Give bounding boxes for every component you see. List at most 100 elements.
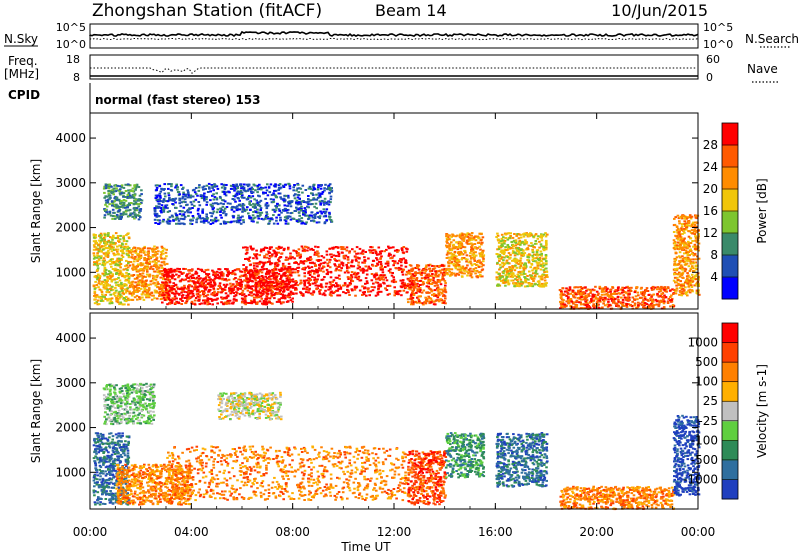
power-echo-cell bbox=[183, 297, 187, 299]
nsky-trace bbox=[89, 30, 699, 38]
power-echo-cell bbox=[527, 244, 531, 247]
power-echo-cell bbox=[124, 279, 127, 282]
power-echo-cell bbox=[122, 235, 125, 238]
power-echo-cell bbox=[138, 273, 142, 276]
power-echo-cell bbox=[127, 254, 131, 257]
power-echo-cell bbox=[92, 252, 96, 255]
power-echo-cell bbox=[189, 284, 192, 287]
power-echo-cell bbox=[261, 290, 264, 292]
power-echo-cell bbox=[141, 291, 145, 294]
power-echo-cell bbox=[629, 303, 633, 306]
power-echo-cell bbox=[253, 277, 257, 280]
power-echo-cell bbox=[264, 291, 268, 294]
power-echo-cell bbox=[511, 276, 515, 279]
power-echo-cell bbox=[417, 280, 420, 282]
power-echo-cell bbox=[401, 284, 405, 287]
power-echo-cell bbox=[295, 251, 298, 254]
power-echo-cell bbox=[286, 283, 289, 286]
power-echo-cell bbox=[370, 279, 374, 282]
power-echo-cell bbox=[110, 297, 114, 300]
power-echo-cell bbox=[592, 295, 595, 298]
power-echo-cell bbox=[504, 233, 508, 236]
power-echo-cell bbox=[207, 182, 211, 185]
power-echo-cell bbox=[121, 303, 125, 306]
power-echo-cell bbox=[358, 279, 362, 282]
power-echo-cell bbox=[373, 249, 377, 252]
power-echo-cell bbox=[279, 256, 282, 259]
power-echo-cell bbox=[692, 245, 695, 248]
power-echo-cell bbox=[130, 249, 133, 251]
power-echo-cell bbox=[332, 292, 335, 295]
power-echo-cell bbox=[143, 250, 146, 253]
power-echo-cell bbox=[447, 261, 450, 264]
power-echo-cell bbox=[353, 285, 357, 288]
power-echo-cell bbox=[387, 269, 391, 272]
power-echo-cell bbox=[366, 288, 370, 291]
power-echo-cell bbox=[156, 246, 159, 249]
power-echo-cell bbox=[416, 264, 419, 267]
power-echo-cell bbox=[129, 261, 133, 263]
power-echo-cell bbox=[474, 272, 477, 275]
power-echo-cell bbox=[420, 271, 424, 274]
power-echo-cell bbox=[121, 287, 124, 290]
power-echo-cell bbox=[683, 217, 687, 220]
power-echo-cell bbox=[196, 288, 200, 291]
power-echo-cell bbox=[97, 248, 100, 251]
power-echo-cell bbox=[693, 223, 697, 226]
power-echo-cell bbox=[678, 260, 681, 263]
power-echo-cell bbox=[680, 284, 683, 287]
power-echo-cell bbox=[339, 286, 343, 289]
power-echo-cell bbox=[300, 293, 304, 296]
power-echo-cell bbox=[143, 290, 147, 293]
power-echo-cell bbox=[371, 289, 375, 292]
power-echo-cell bbox=[258, 300, 262, 303]
power-echo-cell bbox=[108, 248, 112, 250]
power-echo-cell bbox=[398, 290, 401, 293]
power-echo-cell bbox=[223, 278, 226, 281]
power-echo-cell bbox=[287, 271, 291, 274]
power-echo-cell bbox=[155, 290, 159, 293]
power-echo-cell bbox=[516, 273, 520, 276]
power-echo-cell bbox=[311, 282, 315, 285]
power-echo-cell bbox=[399, 279, 403, 282]
power-echo-cell bbox=[117, 239, 121, 242]
power-echo-cell bbox=[435, 270, 439, 273]
power-echo-cell bbox=[127, 247, 131, 249]
power-echo-cell bbox=[243, 295, 247, 298]
power-echo-cell bbox=[180, 303, 183, 305]
power-echo-cell bbox=[319, 289, 322, 291]
power-echo-cell bbox=[165, 262, 169, 265]
power-echo-cell bbox=[521, 270, 524, 273]
power-echo-cell bbox=[652, 306, 655, 309]
power-echo-cell bbox=[95, 248, 98, 251]
power-echo-cell bbox=[585, 305, 589, 308]
power-echo-cell bbox=[388, 292, 391, 295]
power-echo-cell bbox=[255, 293, 259, 296]
power-echo-cell bbox=[540, 254, 543, 257]
power-echo-cell bbox=[233, 269, 237, 272]
power-echo-cell bbox=[441, 268, 444, 271]
power-echo-cell bbox=[318, 290, 321, 293]
power-echo-cell bbox=[194, 284, 197, 287]
power-echo-cell bbox=[101, 259, 105, 262]
power-echo-cell bbox=[180, 286, 184, 289]
power-echo-cell bbox=[467, 238, 471, 241]
power-echo-cell bbox=[445, 267, 448, 270]
power-echo-cell bbox=[458, 260, 461, 263]
power-echo-cell bbox=[445, 235, 448, 238]
power-echo-cell bbox=[447, 245, 451, 248]
power-echo-cell bbox=[125, 249, 129, 252]
power-echo-cell bbox=[148, 273, 152, 276]
power-echo-cell bbox=[430, 290, 433, 293]
power-echo-cell bbox=[283, 265, 287, 268]
nsky-label: N.Sky bbox=[4, 32, 38, 46]
power-echo-cell bbox=[437, 288, 440, 291]
power-echo-cell bbox=[354, 294, 357, 297]
power-echo-cell bbox=[405, 270, 409, 273]
power-echo-cell bbox=[93, 245, 96, 248]
power-echo-cell bbox=[123, 247, 126, 250]
power-echo-cell bbox=[268, 248, 272, 250]
power-echo-cell bbox=[126, 253, 129, 256]
power-echo-cell bbox=[606, 291, 610, 294]
power-echo-cell bbox=[507, 282, 511, 285]
